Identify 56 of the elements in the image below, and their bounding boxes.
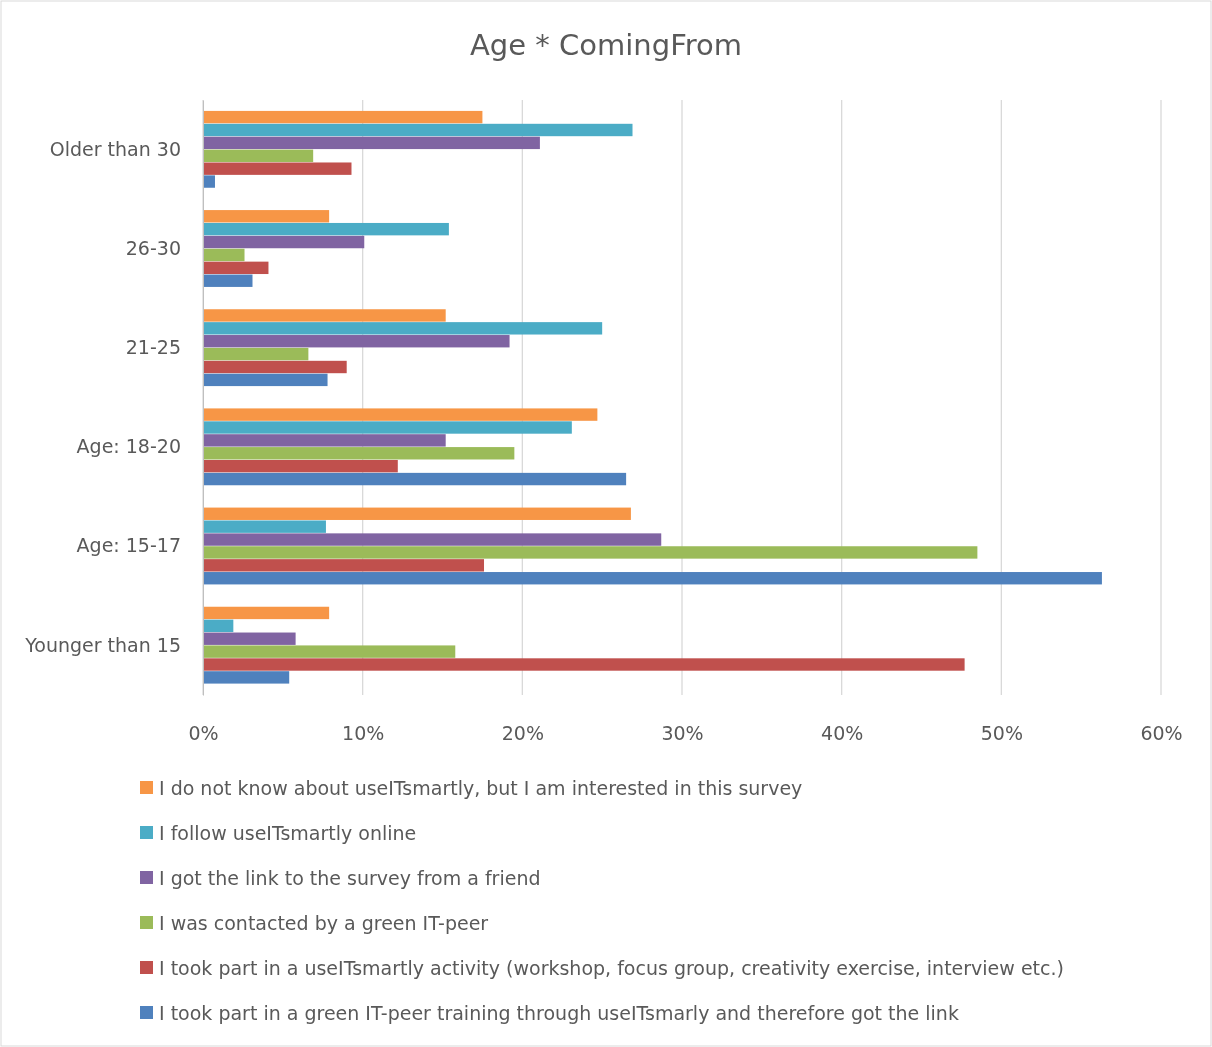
x-tick-label: 10% bbox=[342, 722, 385, 745]
y-tick-label: Younger than 15 bbox=[24, 633, 181, 656]
bar bbox=[203, 408, 598, 421]
bar bbox=[203, 606, 330, 620]
x-tick-label: 0% bbox=[188, 722, 219, 745]
bar bbox=[203, 533, 662, 546]
y-tick-label: 21-25 bbox=[125, 336, 181, 358]
y-tick-label: 26-30 bbox=[125, 236, 181, 259]
bar bbox=[203, 507, 631, 520]
bar bbox=[203, 559, 485, 572]
legend-label: I took part in a green IT-peer training through useITsmarly and therefore got the link bbox=[159, 1001, 959, 1024]
bar bbox=[203, 645, 456, 658]
bar bbox=[203, 360, 347, 374]
bar bbox=[203, 322, 603, 335]
x-tick-label: 50% bbox=[980, 722, 1023, 745]
bar bbox=[203, 546, 978, 559]
bar bbox=[203, 459, 398, 473]
bar bbox=[203, 235, 365, 249]
bar bbox=[203, 335, 510, 348]
bar bbox=[203, 123, 633, 137]
bar bbox=[203, 222, 449, 236]
bar bbox=[203, 658, 965, 671]
bar bbox=[203, 572, 1102, 585]
y-tick-label: Age: 15-17 bbox=[76, 534, 181, 557]
bar bbox=[203, 136, 540, 150]
bar bbox=[203, 162, 352, 175]
bar bbox=[203, 447, 515, 460]
legend-label: I was contacted by a green IT-peer bbox=[159, 911, 489, 934]
bar bbox=[203, 421, 572, 434]
bar bbox=[203, 210, 330, 223]
legend-label: I took part in a useITsmartly activity (workshop, focus group, creativity exercise, interview etc.) bbox=[159, 956, 1064, 979]
bar bbox=[203, 373, 328, 387]
bar bbox=[203, 309, 446, 322]
x-tick-label: 60% bbox=[1140, 722, 1183, 745]
bar bbox=[203, 671, 290, 684]
x-tick-label: 40% bbox=[821, 722, 864, 745]
bar bbox=[203, 347, 309, 361]
bar bbox=[203, 472, 627, 486]
bar bbox=[203, 149, 314, 162]
x-tick-label: 20% bbox=[501, 722, 544, 745]
bar bbox=[203, 261, 269, 275]
legend-label: I got the link to the survey from a friend bbox=[159, 866, 541, 889]
bar bbox=[203, 110, 483, 124]
bar bbox=[203, 175, 215, 188]
chart-title: Age * ComingFrom bbox=[470, 28, 742, 62]
x-tick-label: 30% bbox=[661, 722, 704, 745]
legend-label: I follow useITsmartly online bbox=[159, 821, 417, 844]
bar bbox=[203, 274, 253, 287]
y-tick-label: Older than 30 bbox=[49, 137, 181, 160]
bar bbox=[203, 434, 446, 447]
bar bbox=[203, 632, 296, 645]
bar bbox=[203, 619, 234, 633]
legend-label: I do not know about useITsmartly, but I am interested in this survey bbox=[159, 776, 803, 799]
y-tick-label: Age: 18-20 bbox=[76, 435, 181, 458]
bar bbox=[203, 520, 326, 533]
bar bbox=[203, 248, 245, 262]
